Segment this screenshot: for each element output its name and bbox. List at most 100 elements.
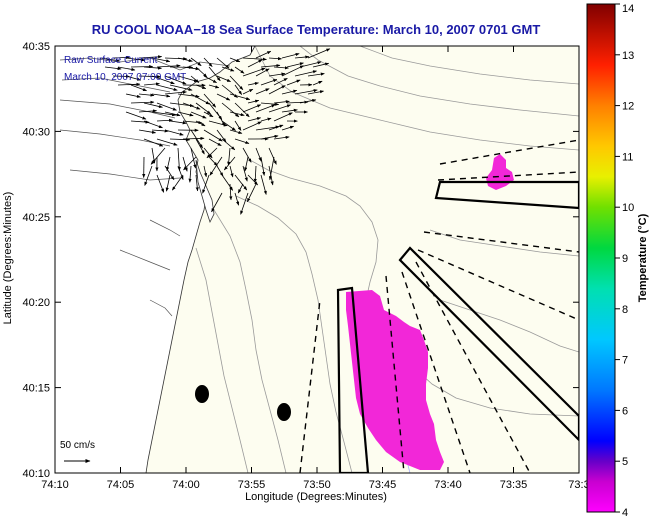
- coast-detail-1: [59, 57, 231, 317]
- current-vector: [169, 120, 187, 125]
- y-axis-label: Latitude (Degrees:Minutes): [2, 192, 14, 325]
- current-vector: [294, 70, 317, 77]
- colorbar-tick-label: 14: [622, 3, 634, 15]
- current-vector: [216, 75, 231, 82]
- current-vector: [244, 156, 249, 172]
- current-vector: [143, 138, 164, 147]
- current-vector: [182, 136, 205, 141]
- x-tick-label: 73:35: [500, 479, 528, 491]
- current-vector: [255, 68, 270, 77]
- current-vector: [164, 57, 188, 61]
- colorbar: [586, 3, 616, 513]
- map-plot-area: Raw Surface Current March 10, 2007 07:00…: [55, 46, 579, 473]
- station-marker-1: [195, 385, 209, 403]
- current-vector: [229, 93, 251, 101]
- current-vector: [164, 129, 184, 136]
- current-vector: [242, 165, 248, 182]
- current-vector: [195, 138, 205, 155]
- current-vector: [190, 147, 197, 169]
- current-vector: [117, 66, 136, 71]
- current-vector: [260, 64, 281, 68]
- current-vector: [242, 104, 262, 113]
- current-vector: [255, 125, 280, 131]
- current-vector: [234, 138, 250, 144]
- current-vector: [211, 192, 223, 213]
- current-vector: [240, 192, 249, 215]
- x-axis: 74:10 74:05 74:00 73:55 73:50 73:45 73:40 73:35…: [41, 46, 590, 491]
- colorbar-tick-label: 10: [622, 202, 634, 214]
- current-vector: [268, 156, 275, 181]
- legend-line-1: Raw Surface Current: [64, 55, 158, 66]
- current-vector: [143, 102, 163, 109]
- current-vector: [268, 124, 284, 131]
- scale-label: 50 cm/s: [60, 440, 95, 451]
- colorbar-tick-label: 13: [622, 50, 634, 62]
- current-vector: [229, 57, 241, 63]
- current-vector: [260, 174, 267, 195]
- x-tick-label: 73:55: [238, 479, 266, 491]
- current-vector: [255, 50, 272, 59]
- current-vector: [169, 84, 193, 91]
- current-vector: [253, 165, 257, 183]
- current-vector: [151, 57, 171, 63]
- current-vector: [294, 55, 310, 59]
- current-vector: [182, 66, 200, 71]
- current-vector: [216, 165, 224, 177]
- current-vector: [182, 102, 201, 110]
- current-vector: [281, 65, 304, 77]
- current-vector: [125, 75, 142, 81]
- current-vector: [130, 84, 147, 92]
- current-vector: [268, 165, 274, 186]
- current-vector: [143, 66, 162, 70]
- current-vector: [242, 57, 267, 61]
- colorbar-tick-label: 4: [622, 507, 628, 519]
- current-vector: [237, 183, 244, 194]
- current-vector: [281, 52, 300, 59]
- current-vector: [247, 81, 259, 86]
- current-vector: [255, 88, 270, 95]
- current-vector: [203, 165, 208, 178]
- map-title: RU COOL NOAA−18 Sea Surface Temperature:…: [92, 22, 541, 37]
- current-vector: [156, 102, 177, 111]
- current-vector: [188, 165, 192, 183]
- current-vector: [221, 174, 234, 191]
- current-vector: [229, 183, 233, 201]
- current-vector: [209, 156, 223, 176]
- current-vector: [165, 174, 171, 192]
- current-vector: [242, 147, 252, 163]
- current-vector: [216, 129, 227, 143]
- y-tick-label: 40:25: [22, 212, 50, 224]
- x-tick-label: 73:3: [568, 479, 589, 491]
- y-tick-label: 40:10: [22, 468, 50, 480]
- current-vector: [183, 156, 197, 171]
- colorbar-tick-label: 12: [622, 101, 634, 113]
- current-vector: [268, 147, 277, 165]
- current-vector: [273, 77, 288, 86]
- current-vector: [281, 89, 298, 95]
- y-tick-label: 40:15: [22, 383, 50, 395]
- current-vector: [281, 108, 298, 113]
- current-vector: [307, 48, 331, 59]
- current-vector: [190, 129, 203, 149]
- current-vector: [208, 156, 218, 166]
- current-vector: [273, 66, 289, 70]
- current-vector: [99, 57, 120, 62]
- current-vector: [138, 93, 155, 97]
- current-vector: [151, 129, 169, 133]
- current-vector: [177, 111, 194, 117]
- current-vector: [307, 72, 325, 77]
- current-vector: [150, 147, 166, 165]
- surface-current-vectors: [99, 48, 331, 215]
- region-box-south: [336, 286, 370, 473]
- current-vector: [125, 93, 141, 98]
- colorbar-tick-label: 5: [622, 456, 628, 468]
- colorbar-ticks: 14 13 12 11 10 9 8 7 6 5 4: [615, 3, 634, 519]
- colorbar-tick-label: 6: [622, 405, 628, 417]
- y-tick-label: 40:20: [22, 297, 50, 309]
- current-vector: [112, 55, 130, 60]
- current-vector: [260, 79, 278, 86]
- current-vector: [125, 57, 146, 62]
- current-vector: [307, 90, 324, 95]
- current-vector: [104, 66, 122, 71]
- current-vector: [247, 117, 262, 122]
